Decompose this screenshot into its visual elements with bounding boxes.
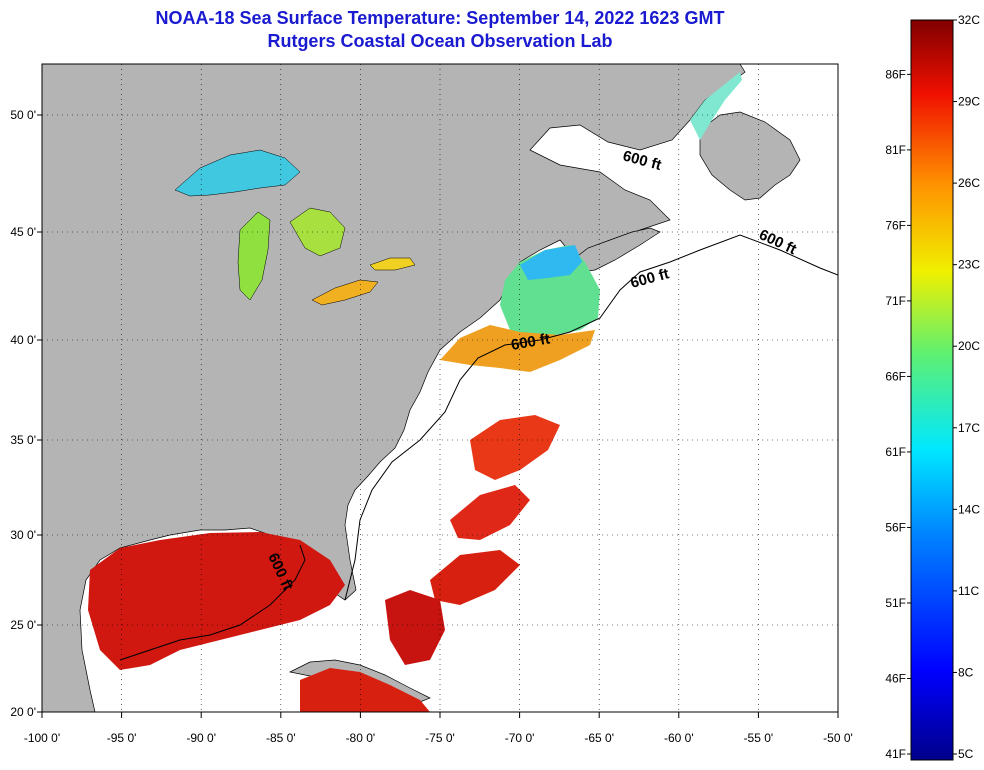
colorbar-celsius-label: 32C (958, 13, 980, 27)
longitude-tick-label: -75 0' (425, 731, 455, 745)
lake-erie (311, 279, 379, 306)
longitude-tick-label: -90 0' (186, 731, 216, 745)
longitude-tick-label: -50 0' (823, 731, 853, 745)
isobath-label: 600 ft (510, 330, 552, 354)
land-mass-north-america (42, 64, 746, 712)
longitude-tick-label: -60 0' (664, 731, 694, 745)
colorbar-fahrenheit-label: 86F (885, 67, 906, 81)
isobath-600ft-line (344, 234, 838, 601)
colorbar-fahrenheit-label: 71F (885, 294, 906, 308)
caribbean-sst (300, 668, 430, 712)
longitude-tick-label: -80 0' (346, 731, 376, 745)
latitude-tick-label: 35 0' (10, 433, 36, 447)
lake-michigan (237, 211, 271, 301)
map-area (42, 64, 838, 712)
longitude-tick-label: -55 0' (744, 731, 774, 745)
lat-lon-grid (42, 64, 838, 712)
lake-ontario (369, 257, 416, 271)
south-atlantic-sst (430, 550, 520, 605)
longitude-tick-label: -65 0' (584, 731, 614, 745)
colorbar-fahrenheit-label: 56F (885, 520, 906, 534)
longitude-tick-label: -95 0' (107, 731, 137, 745)
colorbar-gradient (910, 19, 954, 761)
latitude-tick-label: 20 0' (10, 705, 36, 719)
latitude-tick-label: 45 0' (10, 225, 36, 239)
temperature-colorbar: 32C 29C 26C 23C 20C 17C 14C 11C 8C 5C 86F 81F 76F 71F… (885, 13, 980, 761)
colorbar-fahrenheit-label: 46F (885, 671, 906, 685)
longitude-tick-label: -100 0' (24, 731, 60, 745)
colorbar-fahrenheit-label: 76F (885, 218, 906, 232)
lake-superior (174, 149, 301, 197)
isobath-600ft-line-gulf (119, 544, 306, 661)
gulf-stream-sst-south (450, 485, 530, 540)
colorbar-fahrenheit-label: 66F (885, 369, 906, 383)
colorbar-celsius-label: 17C (958, 421, 980, 435)
colorbar-fahrenheit-label: 81F (885, 143, 906, 157)
land-mass-nova-scotia (569, 227, 661, 273)
gulf-of-mexico-sst (88, 532, 345, 670)
colorbar-celsius-label: 26C (958, 176, 980, 190)
labrador-sst (690, 72, 742, 140)
colorbar-celsius-label: 5C (958, 747, 974, 761)
gulf-of-maine-cold-core (520, 245, 582, 280)
latitude-tick-labels: 50 0' 45 0' 40 0' 35 0' 30 0' 25 0' 20 0' (10, 108, 42, 719)
colorbar-celsius-label: 14C (958, 502, 980, 516)
latitude-tick-label: 40 0' (10, 333, 36, 347)
gulf-stream-sst (470, 415, 560, 480)
colorbar-fahrenheit-label: 41F (885, 747, 906, 761)
colorbar-fahrenheit-label: 61F (885, 445, 906, 459)
map-subtitle: Rutgers Coastal Ocean Observation Lab (267, 31, 613, 51)
latitude-tick-label: 25 0' (10, 618, 36, 632)
colorbar-celsius-label: 29C (958, 95, 980, 109)
colorbar-fahrenheit-label: 51F (885, 596, 906, 610)
latitude-tick-label: 50 0' (10, 108, 36, 122)
longitude-tick-label: -70 0' (505, 731, 535, 745)
map-title: NOAA-18 Sea Surface Temperature: Septemb… (155, 8, 725, 28)
colorbar-celsius-label: 23C (958, 258, 980, 272)
longitude-tick-label: -85 0' (266, 731, 296, 745)
colorbar-celsius-label: 20C (958, 339, 980, 353)
colorbar-celsius-label: 8C (958, 665, 974, 679)
mid-atlantic-shelf-sst (440, 325, 595, 372)
latitude-tick-label: 30 0' (10, 528, 36, 542)
bahamas-sst (385, 590, 445, 665)
longitude-tick-labels: -100 0' -95 0' -90 0' -85 0' -80 0' -75 0' -70… (24, 712, 853, 745)
colorbar-celsius-label: 11C (958, 584, 979, 598)
land-mass-newfoundland (699, 111, 801, 201)
